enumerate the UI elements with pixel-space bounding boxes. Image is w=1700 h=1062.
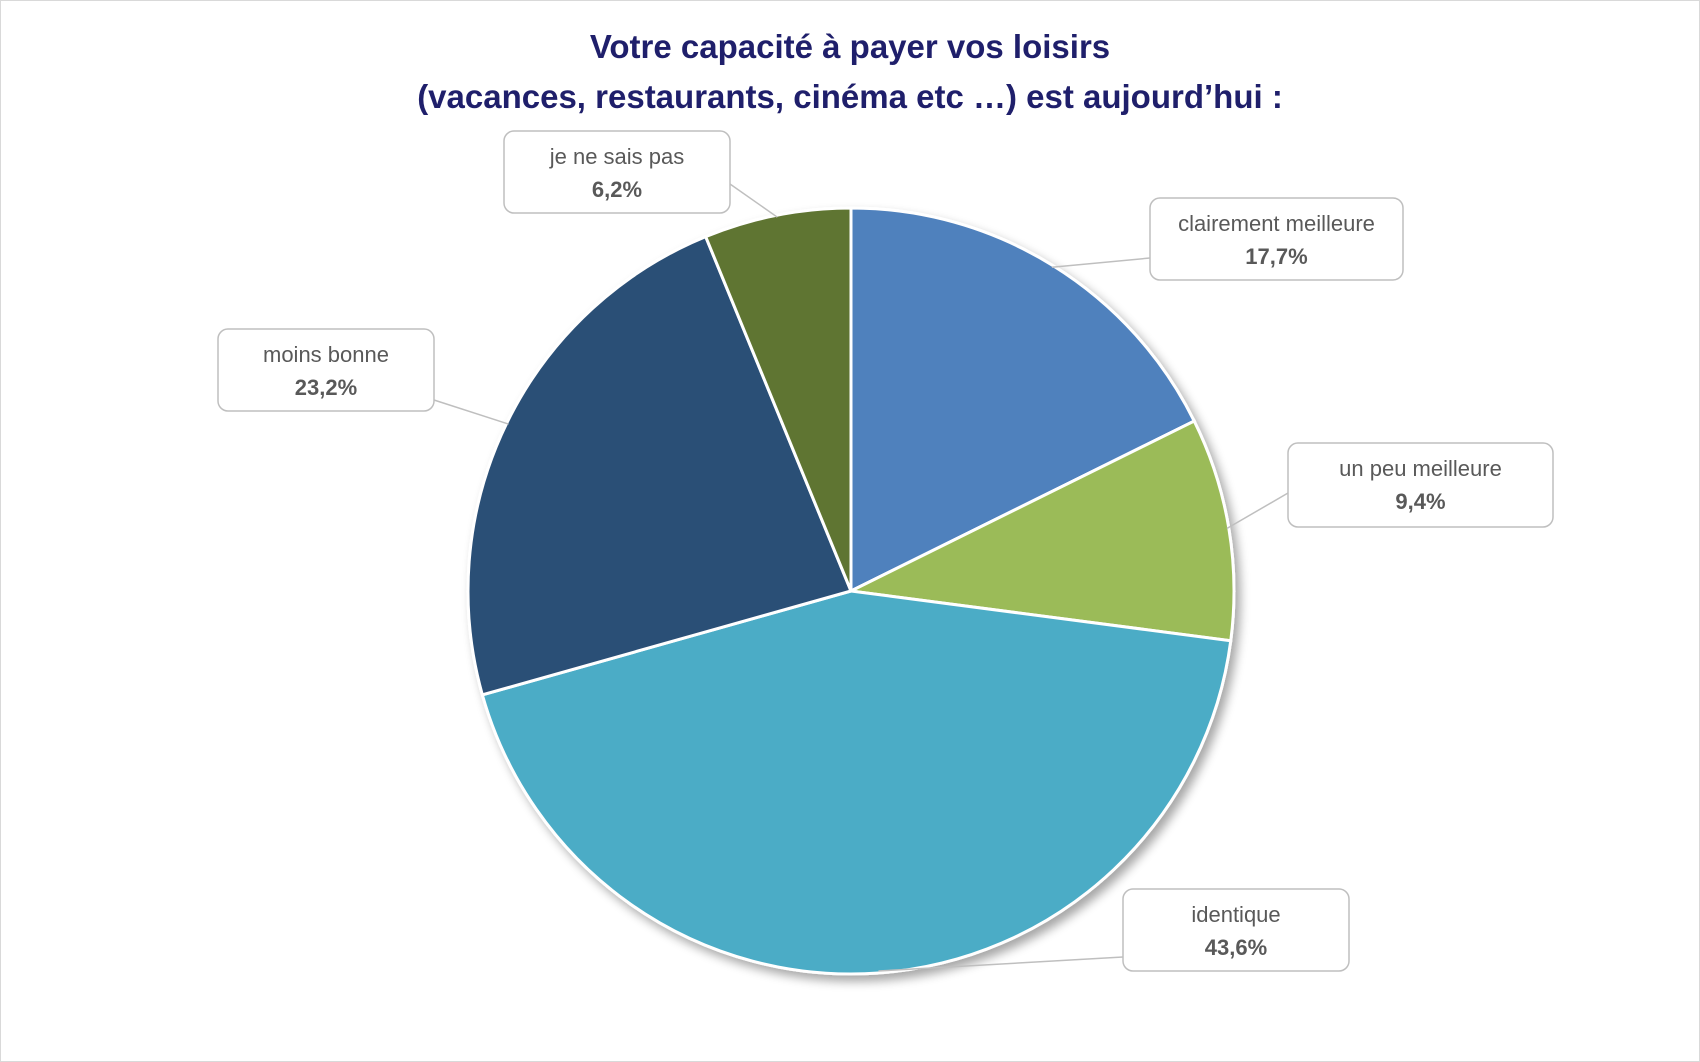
chart-title-line-1: Votre capacité à payer vos loisirs	[589, 28, 1111, 65]
callout-value-label: 9,4%	[1395, 489, 1445, 514]
pie-slice-identique	[480, 589, 1233, 976]
callout-box	[503, 130, 731, 214]
callout-category-label: clairement meilleure	[1178, 211, 1375, 236]
callout-box	[1149, 197, 1404, 281]
callout-value-label: 23,2%	[295, 375, 357, 400]
leader-line	[729, 183, 778, 218]
chart-title: Votre capacité à payer vos loisirs (vaca…	[0, 22, 1700, 122]
data-callout: un peu meilleure 9,4%	[1287, 442, 1554, 528]
callout-category-label: un peu meilleure	[1339, 456, 1502, 481]
data-callouts: clairement meilleure 17,7% un peu meilleur…	[217, 130, 1554, 972]
chart-title-line-2: (vacances, restaurants, cinéma etc …) es…	[417, 78, 1283, 115]
callout-box	[217, 328, 435, 412]
pie-slices	[466, 206, 1236, 976]
callout-box	[1122, 888, 1350, 972]
data-callout: je ne sais pas 6,2%	[503, 130, 731, 214]
data-callout: clairement meilleure 17,7%	[1149, 197, 1404, 281]
callout-category-label: je ne sais pas	[549, 144, 685, 169]
data-callout: identique 43,6%	[1122, 888, 1350, 972]
callout-category-label: moins bonne	[263, 342, 389, 367]
leader-line	[1051, 257, 1151, 269]
callout-category-label: identique	[1191, 902, 1280, 927]
callout-box	[1287, 442, 1554, 528]
callout-value-label: 17,7%	[1245, 244, 1307, 269]
leader-line	[433, 399, 509, 425]
pie-slice-clairement-meilleure	[849, 206, 1197, 594]
callout-value-label: 6,2%	[592, 177, 642, 202]
leader-lines	[433, 183, 1289, 972]
leader-line	[878, 956, 1124, 972]
pie-slice-je-ne-sais-pas	[703, 206, 853, 592]
leader-line	[1226, 492, 1289, 530]
data-callout: moins bonne 23,2%	[217, 328, 435, 412]
callout-value-label: 43,6%	[1205, 935, 1267, 960]
